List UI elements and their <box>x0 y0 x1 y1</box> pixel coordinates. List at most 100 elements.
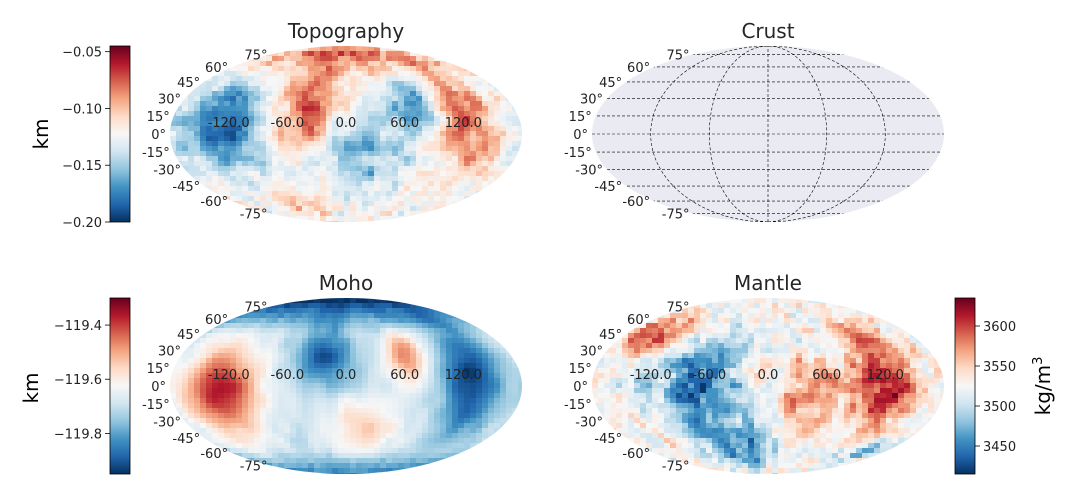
map-cell <box>386 308 393 314</box>
map-cell <box>862 358 869 364</box>
map-cell <box>610 413 617 419</box>
map-cell <box>754 433 761 439</box>
map-cell <box>242 141 249 147</box>
map-cell <box>748 363 755 369</box>
map-cell <box>212 121 219 127</box>
map-cell <box>332 438 339 444</box>
map-cell <box>742 383 749 389</box>
map-cell <box>194 428 201 434</box>
map-cell <box>278 393 285 399</box>
map-cell <box>218 378 225 384</box>
map-cell <box>320 338 327 344</box>
map-cell <box>332 66 339 72</box>
map-cell <box>458 76 465 82</box>
map-cell <box>224 161 231 167</box>
map-cell <box>320 393 327 399</box>
map-cell <box>706 418 713 424</box>
map-cell <box>182 111 189 117</box>
map-cell <box>482 428 489 434</box>
longitude-label: 0.0 <box>336 116 357 131</box>
map-cell <box>832 408 839 414</box>
map-cell <box>616 418 623 424</box>
map-cell <box>820 328 827 334</box>
map-cell <box>440 76 447 82</box>
map-cell <box>206 146 213 152</box>
map-cell <box>796 308 803 314</box>
map-cell <box>212 136 219 142</box>
map-cell <box>464 418 471 424</box>
map-cell <box>272 101 279 107</box>
map-cell <box>422 433 429 439</box>
map-cell <box>682 308 689 314</box>
map-cell <box>464 348 471 354</box>
map-cell <box>248 71 255 77</box>
map-cell <box>452 328 459 334</box>
map-cell <box>494 413 501 419</box>
map-cell <box>742 313 749 319</box>
map-cell <box>290 393 297 399</box>
map-cell <box>290 468 297 474</box>
map-cell <box>374 388 381 394</box>
map-cell <box>374 418 381 424</box>
map-cell <box>434 81 441 87</box>
map-cell <box>682 328 689 334</box>
map-cell <box>332 191 339 197</box>
map-cell <box>404 206 411 212</box>
map-cell <box>658 428 665 434</box>
map-cell <box>332 161 339 167</box>
map-cell <box>646 428 653 434</box>
map-cell <box>260 433 267 439</box>
map-cell <box>452 196 459 202</box>
map-cell <box>290 423 297 429</box>
map-cell <box>880 393 887 399</box>
map-cell <box>290 176 297 182</box>
map-cell <box>440 106 447 112</box>
map-cell <box>700 433 707 439</box>
map-cell <box>628 378 635 384</box>
map-cell <box>464 398 471 404</box>
map-cell <box>784 348 791 354</box>
map-cell <box>296 408 303 414</box>
map-cell <box>820 378 827 384</box>
map-cell <box>326 378 333 384</box>
map-cell <box>904 338 911 344</box>
map-cell <box>422 81 429 87</box>
map-cell <box>814 403 821 409</box>
map-cell <box>410 156 417 162</box>
map-cell <box>838 428 845 434</box>
map-cell <box>200 86 207 92</box>
map-cell <box>446 363 453 369</box>
map-cell <box>440 458 447 464</box>
map-cell <box>284 156 291 162</box>
map-cell <box>374 216 381 222</box>
map-cell <box>320 71 327 77</box>
map-cell <box>398 343 405 349</box>
map-cell <box>416 141 423 147</box>
map-cell <box>236 338 243 344</box>
map-cell <box>314 298 321 304</box>
map-cell <box>296 106 303 112</box>
map-cell <box>482 166 489 172</box>
map-cell <box>416 121 423 127</box>
map-cell <box>688 338 695 344</box>
map-cell <box>790 413 797 419</box>
map-cell <box>356 121 363 127</box>
map-cell <box>458 433 465 439</box>
map-cell <box>754 393 761 399</box>
map-cell <box>392 398 399 404</box>
map-cell <box>212 408 219 414</box>
longitude-label: 0.0 <box>336 368 357 383</box>
map-cell <box>898 383 905 389</box>
map-cell <box>290 121 297 127</box>
map-cell <box>314 46 321 52</box>
map-cell <box>308 196 315 202</box>
map-cell <box>718 373 725 379</box>
map-cell <box>500 116 507 122</box>
map-cell <box>458 111 465 117</box>
map-cell <box>802 398 809 404</box>
map-cell <box>700 423 707 429</box>
map-cell <box>206 106 213 112</box>
map-cell <box>266 398 273 404</box>
map-cell <box>326 463 333 469</box>
map-cell <box>482 131 489 137</box>
